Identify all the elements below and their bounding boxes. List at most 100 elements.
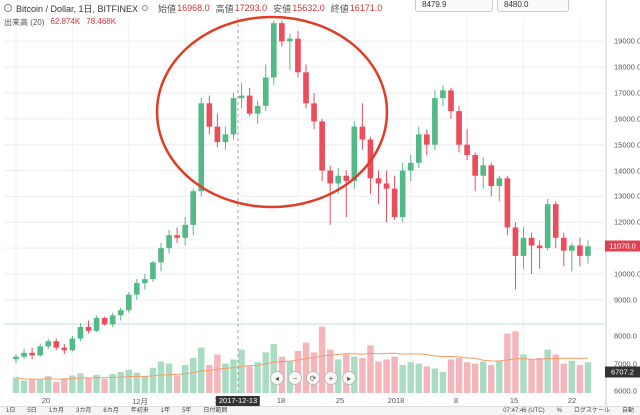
scroll-right-button[interactable]: ▸: [342, 371, 356, 385]
toolbar-item[interactable]: 自動: [621, 408, 634, 414]
candle-body: [552, 204, 559, 238]
price-axis-label: 9000.0: [614, 295, 637, 305]
volume-bar: [415, 363, 422, 393]
candle-body: [93, 317, 100, 331]
price-axis-label: 6000.0: [614, 386, 637, 396]
toolbar-item[interactable]: %: [556, 408, 562, 414]
volume-bar: [101, 379, 108, 393]
toolbar-item[interactable]: 年初来: [130, 408, 149, 414]
toolbar-item[interactable]: 5年: [182, 408, 192, 414]
candle-body: [85, 326, 92, 331]
candle-body: [45, 341, 52, 347]
candle-body: [335, 175, 342, 184]
volume-bar: [230, 359, 237, 393]
toolbar-item[interactable]: 1年: [160, 408, 171, 414]
bid-popup: 8479.9: [415, 0, 493, 12]
candle-body: [472, 155, 478, 176]
candle-body: [424, 134, 430, 145]
time-axis-label: 15: [509, 396, 519, 405]
volume-value-1: 62.874K: [50, 17, 81, 26]
volume-bar: [399, 365, 406, 393]
volume-bar: [141, 376, 149, 393]
crosshair-date-label: 2017-12-13: [215, 396, 261, 406]
toolbar-item[interactable]: 日付範囲: [203, 408, 228, 414]
zoom-out-button[interactable]: −: [288, 371, 302, 385]
volume-bar: [391, 356, 398, 393]
volume-bar: [552, 354, 559, 393]
price-axis-label: 17000.0: [614, 88, 640, 98]
time-axis-label: 25: [335, 396, 345, 405]
candle-body: [295, 38, 301, 73]
volume-bar: [431, 368, 439, 393]
volume-label[interactable]: 出来高 (20): [4, 18, 45, 27]
price-axis-label: 8000.0: [614, 331, 637, 341]
volume-bar: [359, 358, 366, 393]
high-label: 高値: [215, 3, 234, 14]
candle-body: [407, 162, 414, 171]
volume-bar: [262, 352, 269, 393]
candle-body: [544, 204, 551, 249]
zoom-in-button[interactable]: +: [324, 371, 338, 385]
candle-body: [134, 283, 140, 295]
volume-bar: [496, 360, 503, 393]
candle-body: [13, 356, 19, 360]
candle-body: [569, 245, 575, 251]
candle-body: [311, 103, 317, 122]
candle-body: [375, 178, 382, 184]
time-axis[interactable]: 2012月111825201881522: [0, 396, 606, 406]
reset-button[interactable]: ⟳: [306, 371, 320, 385]
price-axis-label: 15000.0: [614, 140, 640, 150]
volume-bar: [528, 359, 535, 393]
price-axis-label: 14000.0: [614, 166, 640, 176]
candle-body: [327, 170, 333, 184]
symbol-title[interactable]: Bitcoin / Dollar, 1日, BITFINEX: [16, 3, 139, 14]
toolbar-item[interactable]: ログスケール: [573, 408, 610, 414]
candle-body: [287, 38, 293, 42]
scroll-left-button[interactable]: ◂: [270, 371, 284, 385]
annotation-ellipse[interactable]: [155, 15, 389, 209]
candle-body: [351, 126, 358, 181]
toolbar-item[interactable]: 6カ月: [103, 408, 119, 414]
volume-bar: [238, 349, 245, 393]
volume-bar: [480, 361, 487, 393]
volume-bar: [133, 372, 141, 393]
volume-bar: [504, 333, 511, 393]
symbol-status-icon: [4, 4, 12, 12]
candle-body: [158, 248, 164, 263]
candle-body: [359, 126, 366, 140]
bottom-toolbar: 1日 5日 1カ月 3カ月 6カ月 年初来 1年 5年 日付範囲 07:47:46 (UTC)% ロ…: [0, 406, 640, 415]
candle-body: [254, 105, 261, 114]
candle-body: [560, 237, 567, 251]
toolbar-item[interactable]: 5日: [27, 408, 37, 414]
volume-bar: [28, 379, 36, 393]
candle-body: [577, 245, 583, 256]
volume-bar: [206, 365, 213, 393]
candle-body: [117, 310, 124, 316]
candle-body: [399, 170, 406, 218]
volume-bar: [383, 359, 390, 393]
low-label: 安値: [273, 3, 292, 14]
volume-tag: 6707.2: [605, 366, 640, 378]
toolbar-item[interactable]: 1日: [6, 408, 16, 414]
volume-bar: [222, 363, 229, 393]
candle-body: [496, 178, 503, 187]
volume-bar: [471, 363, 479, 393]
volume-bar: [246, 366, 253, 393]
toolbar-item[interactable]: 07:47:46 (UTC): [503, 408, 545, 414]
candle-body: [367, 139, 374, 179]
volume-bar: [45, 376, 52, 393]
volume-bar: [520, 354, 527, 393]
candle-body: [166, 235, 172, 249]
toolbar-item[interactable]: 3カ月: [76, 408, 92, 414]
candle-body: [488, 165, 495, 187]
volume-bar: [69, 375, 76, 393]
price-axis-label: 19000.0: [614, 36, 640, 46]
price-axis[interactable]: 19000.0 18000.0 17000.0 16000.0 15000.0 14000…: [606, 0, 640, 400]
price-axis-label: 10000.0: [614, 269, 640, 279]
candle-body: [520, 237, 527, 256]
volume-bar: [488, 365, 495, 393]
toolbar-item[interactable]: 1カ月: [48, 408, 65, 414]
candle-body: [303, 72, 309, 104]
candle-body: [230, 98, 237, 135]
